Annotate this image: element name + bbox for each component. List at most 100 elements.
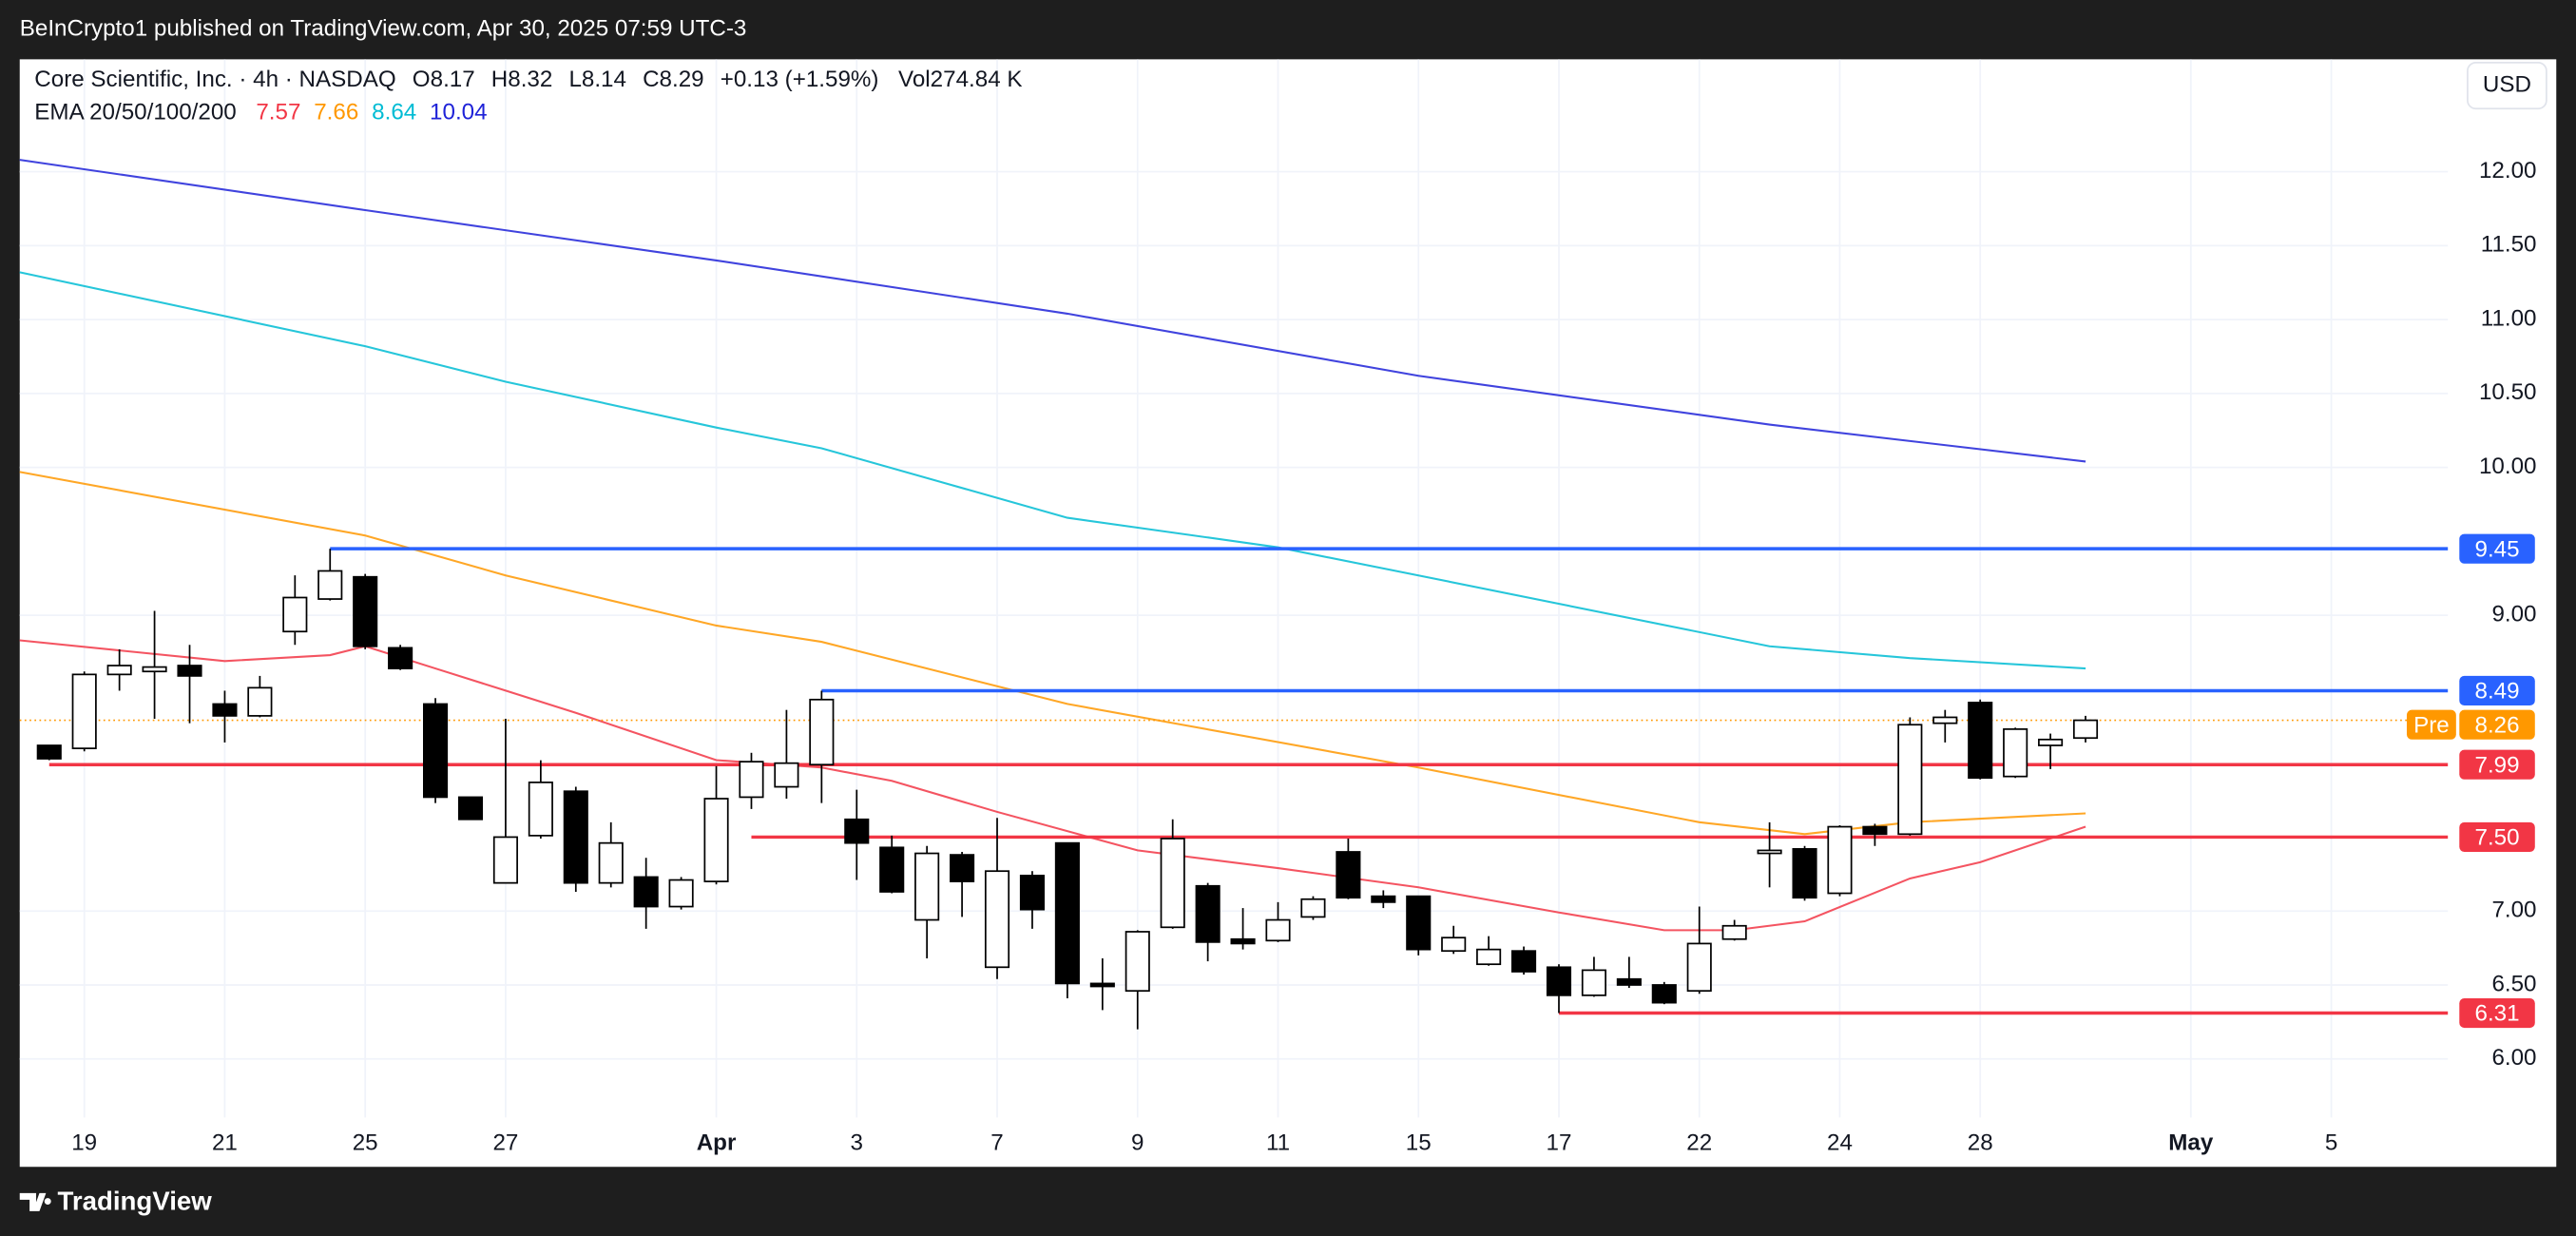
level-badge [2459,997,2535,1029]
pre-market-badge [2459,709,2535,740]
candle-body [809,698,835,766]
pre-market-label: 8.26 [2475,712,2520,738]
level-badge [2459,675,2535,706]
change: +0.13 (+1.59%) [721,67,879,92]
x-tick-label: 17 [1547,1130,1572,1155]
x-tick-label: May [2168,1130,2214,1155]
candle-body [247,686,273,717]
candle-body [703,798,729,882]
candle-body [1125,931,1150,993]
ema-legend: EMA 20/50/100/200 7.57 7.66 8.64 10.04 [34,100,487,126]
ema-title: EMA 20/50/100/200 [34,100,236,126]
pre-market-tag-label: Pre [2413,712,2450,738]
x-tick-label: 19 [71,1130,97,1155]
y-tick-label: 10.00 [2479,454,2537,479]
x-tick-label: 28 [1968,1130,1993,1155]
candle-body [71,673,97,749]
x-tick-label: 3 [851,1130,863,1155]
volume: Vol274.84 K [898,67,1022,92]
brand-logo: TradingView [19,1187,212,1216]
ohlc: L8.14 [568,67,626,92]
ema-value: 10.04 [430,100,488,126]
candle-body [36,744,62,760]
ohlc: H8.32 [491,67,553,92]
currency[interactable]: USD [2483,71,2531,97]
x-tick-label: 11 [1266,1130,1290,1155]
ema-value: 7.66 [314,100,358,126]
symbol-legend: Core Scientific, Inc. · 4h · NASDAQ O8.1… [34,67,1022,92]
candle-body [528,782,553,837]
candle-body [774,762,799,788]
chart-panel [19,59,2557,1168]
ema-line [19,159,2086,463]
candle-body [457,796,484,821]
y-tick-label: 12.00 [2479,158,2537,183]
candle-body [1336,851,1361,899]
candle-body [1371,895,1396,903]
candle-body [1581,969,1606,996]
x-tick-label: 5 [2325,1130,2337,1155]
candle-body [914,852,940,921]
x-tick-label: 21 [212,1130,238,1155]
x-tick-label: 22 [1686,1130,1712,1155]
level-label: 8.49 [2475,679,2520,705]
x-tick-label: Apr [697,1130,737,1155]
currency-button[interactable] [2467,61,2547,110]
candle-body [492,836,518,884]
publisher-line: BeInCrypto1 published on TradingView.com… [20,16,747,42]
axes: 6.00 6.50 7.00 9.00 10.00 10.50 11.00 11.50 12.0… [71,158,2536,1155]
candle-body [1968,702,1993,780]
candle-body [1510,950,1537,973]
candle-body [106,665,132,676]
level-label: 9.45 [2475,536,2520,562]
candle-body [1792,848,1817,899]
y-tick-label: 7.00 [2491,898,2536,923]
candle-body [1230,937,1256,945]
candle-body [2038,738,2064,746]
candle-body [1862,825,1888,836]
candle-body [282,596,308,633]
candle-body [1441,937,1467,953]
candle-body [2072,719,2099,740]
grid [19,59,2449,1118]
candle-body [879,846,905,893]
candle-body [1686,942,1712,993]
candle-body [844,818,870,844]
candle-body [1616,977,1642,986]
candle-body [1019,875,1046,911]
level-badge [2459,821,2535,852]
candle-body [1932,716,1958,724]
logo-mark [19,1192,51,1211]
candle-body [317,570,343,600]
candle-body [739,761,764,799]
x-tick-label: 15 [1406,1130,1432,1155]
level-badge [2459,533,2535,564]
y-tick-label: 10.50 [2479,379,2537,405]
candle-body [1406,895,1432,951]
y-tick-label: 11.00 [2481,305,2537,331]
candle-body [142,666,167,673]
ema-line [19,271,2086,670]
candle-body [633,876,659,908]
ema-value: 7.57 [256,100,300,126]
y-tick-label: 6.50 [2491,971,2536,996]
x-tick-label: 27 [492,1130,518,1155]
ema-value: 8.64 [372,100,416,126]
x-tick-label: 25 [353,1130,378,1155]
candle-body [950,854,975,882]
pre-market-tag [2406,709,2456,740]
ohlc: O8.17 [413,67,475,92]
candle-body [212,703,238,717]
ohlc: C8.29 [643,67,704,92]
level-label: 7.50 [2475,825,2520,851]
level-label: 7.99 [2475,752,2520,778]
symbol: Core Scientific, Inc. · 4h · NASDAQ [34,67,395,92]
candle-body [668,879,694,908]
candle-body [177,665,202,677]
x-tick-label: 24 [1827,1130,1853,1155]
y-tick-label: 11.50 [2481,232,2537,258]
x-tick-label: 9 [1131,1130,1144,1155]
candle-body [353,575,378,647]
